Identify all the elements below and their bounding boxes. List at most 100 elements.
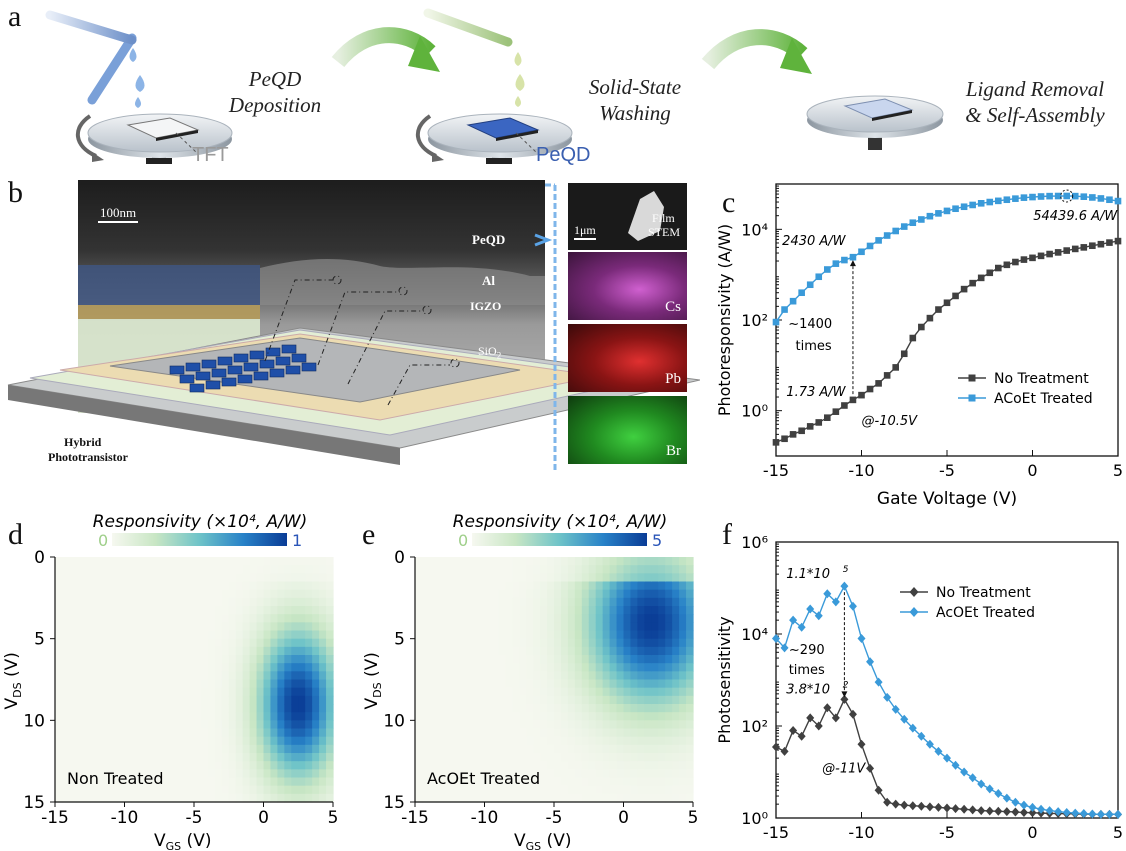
heatmap-cell [616, 753, 625, 762]
heatmap-cell [498, 614, 506, 623]
heatmap-cell [505, 687, 513, 697]
heatmap-cell [235, 704, 244, 713]
heatmap-cell [484, 728, 493, 738]
heatmap-cell [131, 655, 139, 664]
heatmap-cell [207, 704, 216, 713]
heatmap-cell [644, 712, 652, 721]
data-point [781, 306, 788, 313]
heatmap-cell [609, 573, 618, 583]
heatmap-cell [152, 753, 160, 762]
heatmap-cell [291, 646, 299, 656]
heatmap-cell [256, 695, 265, 705]
heatmap-cell [145, 655, 153, 664]
heatmap-cell [463, 744, 472, 754]
heatmap-cell [235, 646, 244, 656]
heatmap-cell [256, 622, 265, 632]
heatmap-cell [491, 712, 499, 721]
heatmap-cell [138, 695, 146, 705]
heatmap-cell [68, 687, 77, 697]
heatmap-cell [463, 671, 472, 681]
heatmap-cell [665, 687, 673, 697]
heatmap-cell [637, 630, 645, 640]
heatmap-cell [291, 769, 299, 779]
heatmap-cell [435, 606, 444, 615]
heatmap-cell [221, 744, 230, 754]
data-point [841, 402, 848, 409]
heatmap-cell [477, 565, 486, 574]
heatmap-cell [284, 785, 292, 795]
heatmap-cell [131, 761, 139, 770]
heatmap-cell [326, 769, 334, 779]
heatmap-cell [180, 622, 188, 632]
heatmap-cell [263, 769, 272, 779]
heatmap-cell [651, 761, 659, 770]
heatmap-cell [623, 785, 632, 795]
heatmap-cell [581, 720, 590, 730]
heatmap-cell [263, 704, 272, 713]
heatmap-cell [207, 671, 216, 681]
heatmap-cell [298, 663, 306, 672]
heatmap-cell [55, 728, 63, 738]
heatmap-cell [298, 597, 306, 607]
heatmap-cell [533, 744, 541, 754]
y-tick-label: 0 [34, 548, 45, 568]
heatmap-cell [55, 557, 63, 566]
data-point [1019, 807, 1028, 817]
heatmap-cell [581, 614, 590, 623]
heatmap-cell [166, 581, 174, 591]
heatmap-cell [491, 687, 499, 697]
heatmap-cell [526, 671, 534, 681]
heatmap-cell [651, 581, 659, 591]
heatmap-cell [637, 761, 645, 770]
heatmap-cell [498, 728, 506, 738]
heatmap-cell [187, 769, 195, 779]
heatmap-cell [449, 679, 458, 689]
heatmap-cell [505, 630, 513, 640]
heatmap-cell [595, 606, 604, 615]
heatmap-cell [124, 687, 133, 697]
heatmap-cell [187, 557, 195, 566]
heatmap-cell [138, 638, 146, 648]
data-point [789, 297, 797, 305]
heatmap-cell [152, 606, 160, 615]
heatmap-cell [110, 793, 119, 803]
heatmap-cell [491, 695, 499, 705]
heatmap-cell [686, 769, 694, 779]
heatmap-cell [560, 671, 569, 681]
heatmap-cell [484, 589, 493, 599]
heatmap-cell [256, 744, 265, 754]
heatmap-cell [595, 597, 604, 607]
heatmap-cell [214, 597, 223, 607]
data-point [806, 713, 815, 723]
heatmap-e: Responsivity (×10⁴, A/W)0 5-15 -10 -5 0 50510… [362, 512, 698, 851]
heatmap-cell [435, 630, 444, 640]
heatmap-cell [256, 728, 265, 738]
colorbar-title: Responsivity (×10⁴, A/W) [93, 512, 308, 532]
heatmap-cell [270, 753, 278, 762]
heatmap-cell [498, 606, 506, 615]
data-point [823, 703, 832, 713]
heatmap-cell [89, 704, 98, 713]
heatmap-cell [540, 671, 548, 681]
heatmap-cell [456, 589, 465, 599]
heatmap-cell [442, 655, 451, 664]
heatmap-cell [291, 655, 299, 664]
heatmap-cell [554, 777, 562, 787]
heatmap-cell [221, 581, 230, 591]
heatmap-cell [630, 769, 638, 779]
heatmap-cell [312, 712, 320, 721]
data-point [1046, 250, 1053, 258]
heatmap-cell [519, 687, 527, 697]
heatmap-cell [305, 557, 313, 566]
data-point [1054, 807, 1063, 817]
heatmap-cell [609, 589, 618, 599]
heatmap-cell [630, 777, 638, 787]
heatmap-cell [242, 704, 251, 713]
heatmap-cell [298, 728, 306, 738]
heatmap-cell [644, 695, 652, 705]
heatmap-cell [319, 606, 327, 615]
stem-flake [628, 191, 664, 241]
heatmap-cell [595, 679, 604, 689]
heatmap-cell [512, 720, 520, 730]
heatmap-cell [159, 793, 167, 803]
